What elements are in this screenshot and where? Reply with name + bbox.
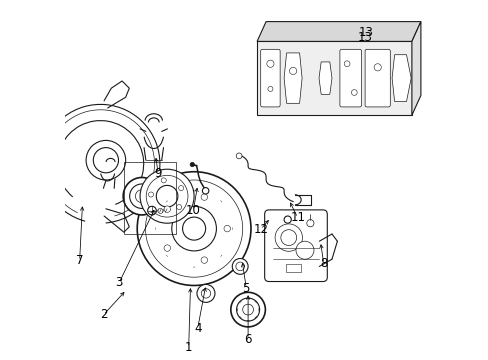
- Text: 5: 5: [242, 282, 249, 294]
- Text: 12: 12: [253, 223, 267, 236]
- Circle shape: [171, 206, 216, 251]
- Circle shape: [147, 206, 156, 215]
- Circle shape: [146, 175, 187, 217]
- FancyBboxPatch shape: [264, 210, 326, 282]
- Circle shape: [140, 169, 194, 223]
- Circle shape: [176, 204, 181, 210]
- Circle shape: [202, 188, 208, 194]
- Circle shape: [201, 194, 207, 201]
- Circle shape: [182, 217, 205, 240]
- Circle shape: [145, 180, 242, 277]
- Text: 4: 4: [194, 322, 201, 335]
- Text: 8: 8: [319, 257, 327, 270]
- Text: 3: 3: [115, 276, 122, 289]
- Circle shape: [123, 177, 160, 215]
- Circle shape: [373, 64, 381, 71]
- Circle shape: [266, 60, 273, 67]
- Circle shape: [275, 224, 302, 251]
- Text: 9: 9: [154, 167, 162, 180]
- Polygon shape: [411, 22, 420, 115]
- Polygon shape: [318, 62, 331, 94]
- Text: 6: 6: [244, 333, 251, 346]
- FancyBboxPatch shape: [260, 49, 280, 107]
- Circle shape: [93, 148, 118, 173]
- Circle shape: [280, 230, 296, 246]
- Circle shape: [137, 172, 250, 285]
- Circle shape: [190, 162, 194, 167]
- Text: 10: 10: [185, 204, 201, 217]
- Polygon shape: [257, 22, 420, 41]
- Circle shape: [267, 86, 272, 91]
- Circle shape: [236, 298, 259, 321]
- Circle shape: [232, 258, 247, 274]
- Circle shape: [156, 185, 178, 207]
- Circle shape: [235, 262, 244, 271]
- Circle shape: [164, 245, 170, 251]
- Text: 7: 7: [76, 255, 83, 267]
- Circle shape: [289, 67, 296, 75]
- Circle shape: [306, 220, 313, 227]
- Circle shape: [135, 190, 148, 203]
- Bar: [123, 162, 176, 234]
- Circle shape: [230, 292, 265, 327]
- Circle shape: [284, 216, 291, 223]
- Text: 13: 13: [358, 26, 373, 39]
- Circle shape: [344, 61, 349, 67]
- Circle shape: [236, 153, 242, 159]
- Text: 2: 2: [100, 309, 107, 321]
- Circle shape: [351, 90, 356, 95]
- Circle shape: [129, 184, 154, 208]
- Circle shape: [201, 257, 207, 263]
- Circle shape: [178, 186, 183, 191]
- Text: 1: 1: [184, 341, 192, 354]
- FancyBboxPatch shape: [339, 49, 361, 107]
- Circle shape: [224, 225, 230, 232]
- Circle shape: [295, 241, 313, 259]
- Circle shape: [158, 208, 163, 213]
- Bar: [285, 264, 301, 272]
- Circle shape: [265, 215, 274, 224]
- Circle shape: [197, 284, 215, 302]
- Circle shape: [86, 140, 125, 180]
- Circle shape: [161, 178, 166, 183]
- Circle shape: [201, 289, 210, 298]
- Circle shape: [164, 206, 170, 212]
- FancyBboxPatch shape: [365, 49, 389, 107]
- Circle shape: [242, 304, 253, 315]
- Polygon shape: [391, 55, 410, 102]
- Circle shape: [148, 192, 153, 197]
- Polygon shape: [257, 41, 411, 115]
- Text: 11: 11: [290, 211, 305, 224]
- Polygon shape: [284, 53, 302, 103]
- Text: 13: 13: [357, 31, 372, 44]
